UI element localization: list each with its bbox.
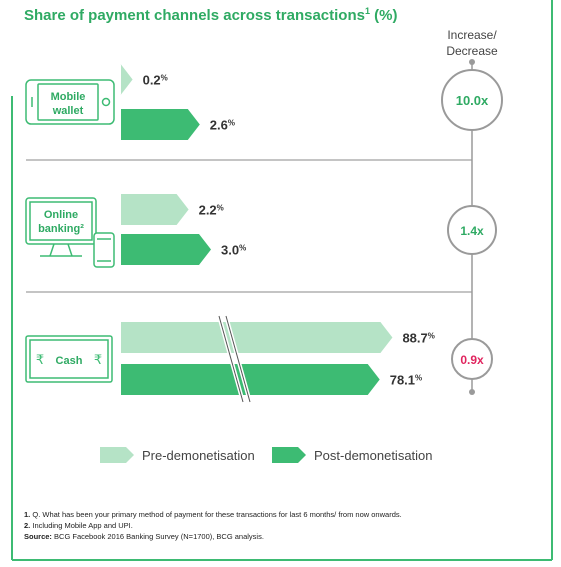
legend-swatch-post [272,447,306,463]
connector-dot-bottom [469,389,475,395]
category-label-cash: Cash [56,355,83,367]
change-label-cash: 0.9x [460,353,484,367]
axis-break-line [218,315,251,403]
banknote-icon: ₹ ₹ [25,335,113,383]
change-circle-mobile-wallet [441,69,503,131]
data-label-cash-post: 78.1% [390,373,422,388]
data-label-cash-pre: 88.7% [402,331,434,346]
data-label-mobile-wallet-pre: 0.2% [143,73,168,88]
mobile-phone-icon [25,79,115,125]
footnotes: 1. Q. What has been your primary method … [24,509,544,542]
computer-monitor-icon [25,197,115,268]
svg-text:wallet: wallet [52,105,84,117]
footnote-1: 1. Q. What has been your primary method … [24,510,402,519]
svg-text:Cash: Cash [56,355,83,367]
bar-online-banking-pre [121,194,189,225]
bar-online-banking-post [121,234,211,265]
svg-text:Online: Online [44,209,78,221]
legend-label-pre: Pre-demonetisation [142,447,255,463]
footnote-2: 2. Including Mobile App and UPI. [24,521,133,530]
data-label-online-banking-post: 3.0% [221,243,246,258]
change-circle-online-banking [447,205,497,255]
legend-item-pre: Pre-demonetisation [100,447,255,463]
change-label-online-banking: 1.4x [460,224,484,238]
legend-label-post: Post-demonetisation [314,447,433,463]
bar-mobile-wallet-post [121,109,200,140]
bar-mobile-wallet-pre [120,64,133,95]
category-label-online-banking: Online banking² [38,209,84,235]
svg-text:Mobile: Mobile [51,91,86,103]
data-label-online-banking-pre: 2.2% [199,203,224,218]
legend-swatch-pre [100,447,134,463]
svg-text:₹: ₹ [94,353,102,368]
connector-dot-top [469,59,475,65]
svg-text:banking²: banking² [38,223,84,235]
category-label-mobile-wallet: Mobile wallet [51,91,86,117]
data-label-mobile-wallet-post: 2.6% [210,118,235,133]
bar-cash-pre [121,322,393,353]
footnote-source: Source: BCG Facebook 2016 Banking Survey… [24,532,264,541]
chart-title: Share of payment channels across transac… [24,6,398,24]
change-label-mobile-wallet: 10.0x [456,93,489,108]
svg-text:₹: ₹ [36,353,44,368]
change-circle-cash [451,338,493,380]
legend-item-post: Post-demonetisation [272,447,433,463]
change-column-header: Increase/ Decrease [446,28,498,58]
bar-cash-post [121,364,380,395]
